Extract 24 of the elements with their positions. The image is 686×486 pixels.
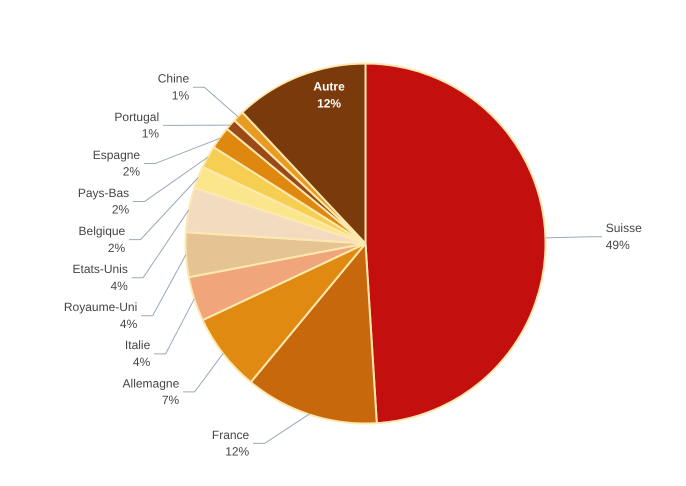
data-label: 4% [110, 278, 128, 293]
data-label: 1% [172, 88, 190, 102]
slice-label: Pays-Bas [78, 186, 130, 200]
slice-label: Royaume-Uni [64, 300, 138, 314]
data-label: 1% [142, 126, 160, 141]
data-label: 12% [317, 96, 342, 110]
data-label: 4% [120, 316, 138, 331]
slice-label: Belgique [78, 224, 126, 238]
data-label: 12% [225, 444, 250, 459]
slice-label: Suisse [606, 221, 642, 236]
slice-label: France [212, 428, 250, 442]
slice-label: Italie [124, 338, 151, 352]
slice-label: Portugal [114, 110, 160, 124]
data-label: 2% [108, 240, 126, 255]
data-label: 2% [122, 164, 140, 179]
data-label: 2% [112, 202, 130, 217]
slice-label: Etats-Unis [72, 262, 128, 276]
slice-label: Autre [313, 79, 346, 94]
data-label: 4% [132, 355, 151, 370]
slice-label: Espagne [92, 148, 140, 162]
data-label: 7% [162, 393, 180, 408]
slice-label: Allemagne [122, 376, 180, 390]
data-label: 49% [606, 238, 630, 252]
slice-label: Chine [158, 72, 190, 86]
